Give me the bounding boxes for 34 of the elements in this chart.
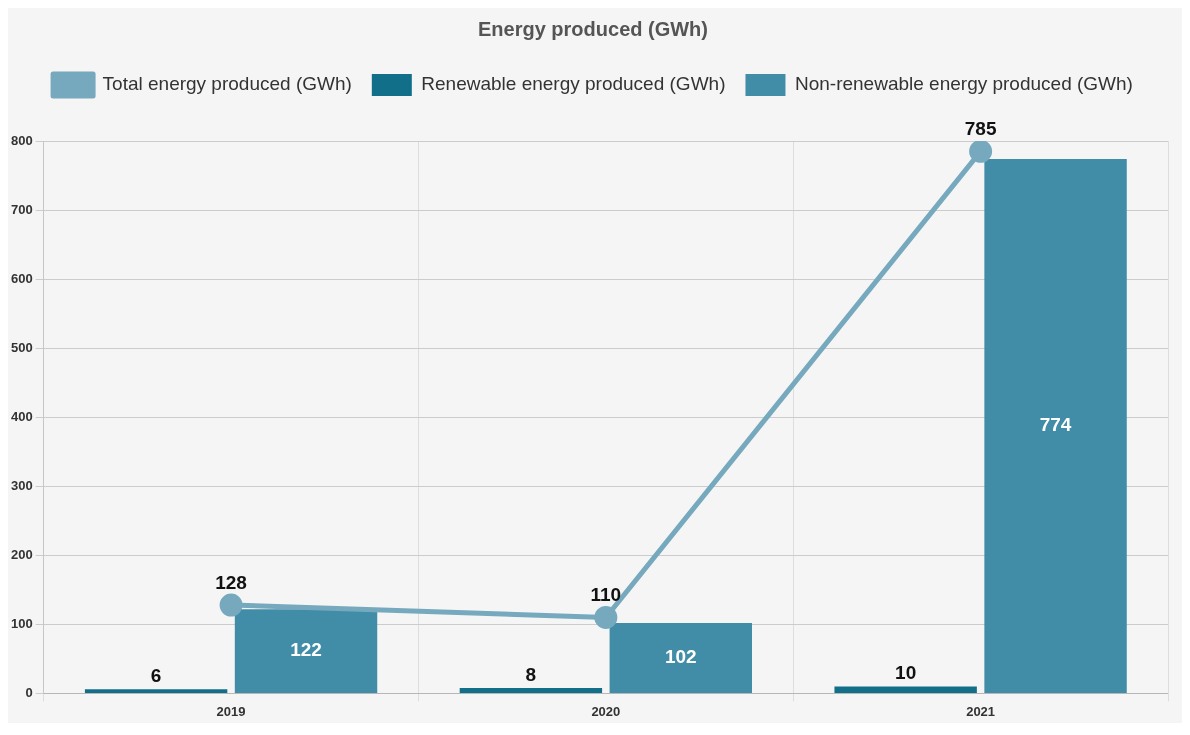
bar [459,687,603,693]
data-label: 6 [150,664,162,686]
legend-label: Renewable energy produced (GWh) [421,73,726,95]
bar [234,609,378,693]
x-tick-label: 2021 [966,703,996,719]
bar [609,622,753,693]
data-label: 110 [590,584,622,606]
y-tick-label: 700 [10,201,33,217]
chart-title: Energy produced (GWh) [478,17,708,40]
y-tick-label: 0 [25,684,33,700]
data-label: 122 [290,639,322,661]
bar [84,689,228,693]
data-label: 774 [1039,414,1072,436]
y-tick-label: 500 [10,339,33,355]
bar [834,686,977,693]
point [594,605,618,629]
legend-label: Non-renewable energy produced (GWh) [794,73,1133,95]
data-label: 8 [525,663,537,685]
y-tick-label: 800 [10,132,33,148]
y-tick-label: 200 [10,546,33,562]
data-label: 10 [895,662,917,684]
point [219,593,243,617]
y-tick-label: 100 [10,615,33,631]
y-tick-label: 300 [10,477,33,493]
data-label: 102 [664,646,697,668]
x-tick-label: 2020 [591,703,621,719]
data-label: 785 [964,118,997,140]
x-tick-label: 2019 [216,703,246,719]
bar [984,158,1127,693]
y-tick-label: 600 [10,270,33,286]
data-label: 128 [215,571,247,593]
y-tick-label: 400 [10,408,33,424]
point [969,141,993,163]
legend-label: Total energy produced (GWh) [102,73,352,95]
